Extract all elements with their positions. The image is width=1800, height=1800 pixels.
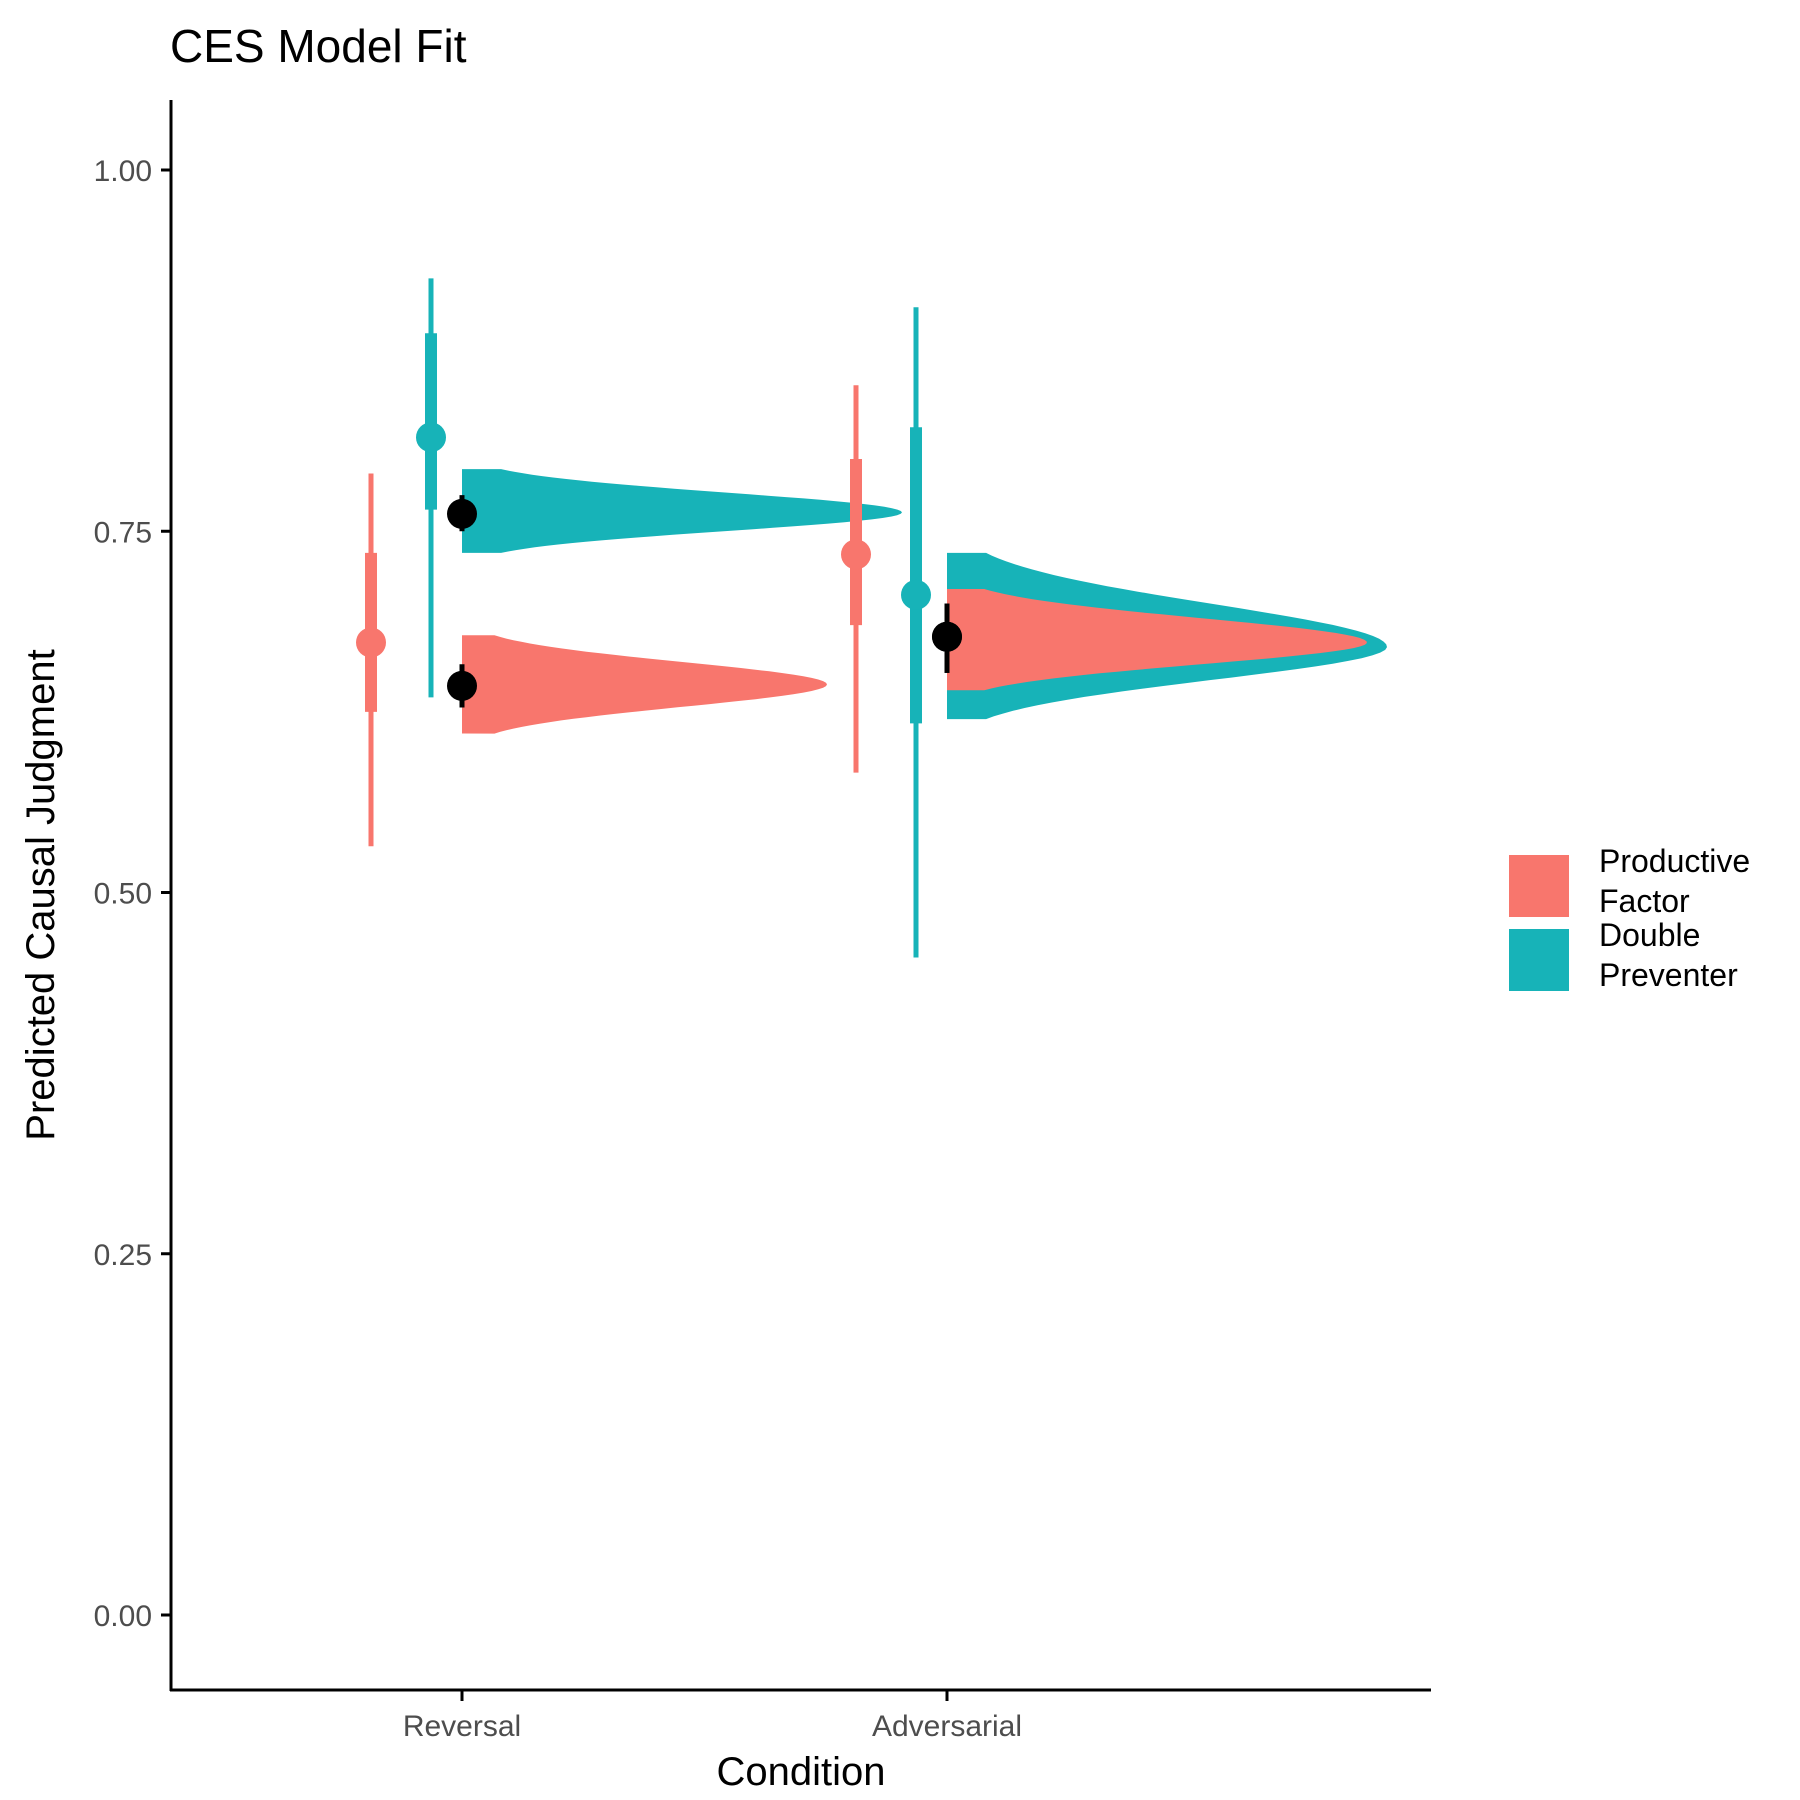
model-point bbox=[932, 621, 962, 652]
x-tick-label: Adversarial bbox=[872, 1710, 1022, 1743]
legend-label: Productive bbox=[1599, 843, 1750, 879]
model-density bbox=[462, 635, 827, 734]
model-point bbox=[447, 498, 477, 529]
x-ticks: Reversal Adversarial bbox=[403, 1690, 1022, 1743]
y-axis-title: Predicted Causal Judgment bbox=[19, 649, 63, 1140]
model-point bbox=[447, 670, 477, 701]
empirical-point bbox=[841, 539, 871, 570]
legend-key bbox=[1509, 929, 1569, 991]
marks-layer bbox=[356, 278, 962, 958]
model-density bbox=[947, 589, 1367, 691]
legend-key bbox=[1509, 855, 1569, 917]
y-tick-label: 0.50 bbox=[94, 878, 152, 911]
empirical-point bbox=[901, 579, 931, 610]
empirical-point bbox=[416, 422, 446, 453]
y-tick-label: 1.00 bbox=[94, 155, 152, 188]
model-density bbox=[462, 469, 902, 553]
legend-label: Preventer bbox=[1599, 957, 1738, 993]
y-tick-label: 0.00 bbox=[94, 1600, 152, 1633]
x-axis-title: Condition bbox=[716, 1750, 885, 1794]
density-layer bbox=[462, 469, 1387, 734]
y-tick-label: 0.25 bbox=[94, 1239, 152, 1272]
x-tick-label: Reversal bbox=[403, 1710, 521, 1743]
chart-title: CES Model Fit bbox=[170, 20, 467, 72]
y-ticks: 0.00 0.25 0.50 0.75 1.00 bbox=[94, 155, 171, 1633]
empirical-point bbox=[356, 627, 386, 658]
y-tick-label: 0.75 bbox=[94, 516, 152, 549]
legend-label: Factor bbox=[1599, 883, 1690, 919]
legend-label: Double bbox=[1599, 917, 1700, 953]
